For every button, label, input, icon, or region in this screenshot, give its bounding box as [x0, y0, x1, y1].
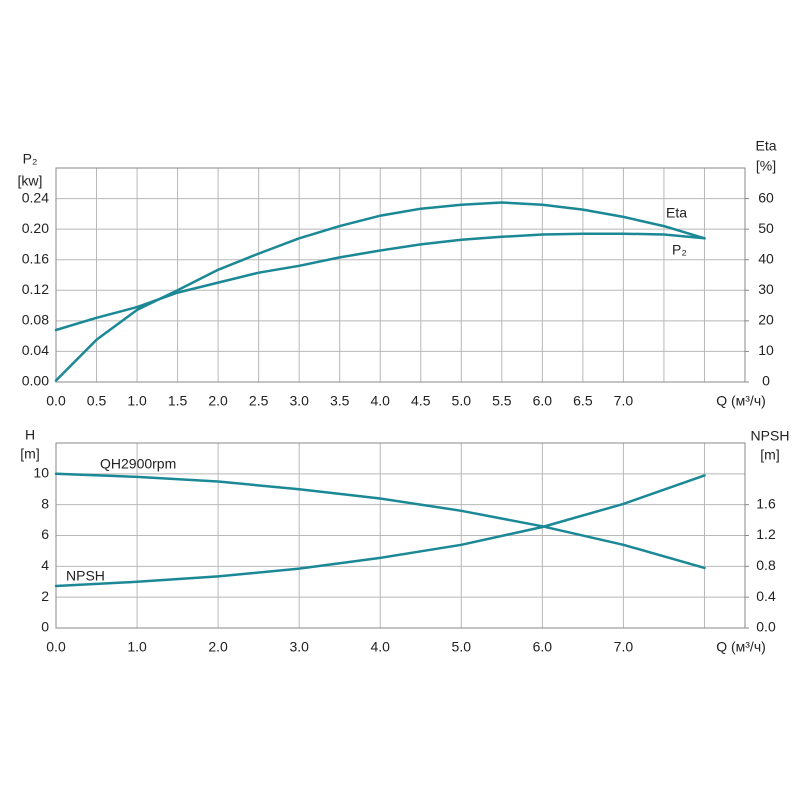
y2-axis-unit: [%]: [756, 158, 776, 174]
y-tick-label: 10: [33, 465, 49, 481]
y2-tick-label: 1.6: [756, 495, 776, 511]
curve: [54, 472, 706, 570]
y-tick-label: 0: [41, 619, 49, 635]
curve-label: Eta: [666, 205, 687, 221]
y-axis-unit: [kw]: [18, 173, 43, 189]
x-axis-label: Q (м³/ч): [716, 393, 766, 409]
y2-tick-label: 0.0: [756, 619, 776, 635]
x-tick-label: 1.0: [127, 393, 147, 409]
y-tick-label: 4: [41, 557, 49, 573]
y-tick-label: 0.08: [22, 312, 49, 328]
y-tick-label: 8: [41, 495, 49, 511]
x-tick-label: 4.5: [411, 393, 431, 409]
y2-tick-label: 0.8: [756, 557, 776, 573]
x-tick-label: 4.0: [371, 639, 391, 655]
y2-tick-label: 10: [758, 342, 774, 358]
x-tick-label: 0.0: [46, 639, 66, 655]
y-tick-label: 0.12: [22, 281, 49, 297]
x-tick-label: 0.5: [87, 393, 107, 409]
y2-tick-label: 0.4: [756, 588, 776, 604]
x-tick-label: 2.5: [249, 393, 269, 409]
x-tick-label: 5.0: [452, 393, 472, 409]
x-tick-label: 3.0: [289, 639, 309, 655]
plot-frame: [55, 442, 746, 629]
x-tick-label: 6.0: [533, 639, 553, 655]
curve-label: QH2900rpm: [100, 456, 176, 472]
y2-tick-label: 40: [758, 250, 774, 266]
x-tick-label: 3.5: [330, 393, 350, 409]
y2-tick-label: 1.2: [756, 526, 776, 542]
x-tick-label: 7.0: [614, 639, 634, 655]
x-tick-label: 7.0: [614, 393, 634, 409]
x-axis-label: Q (м³/ч): [716, 639, 766, 655]
y-tick-label: 0.00: [22, 373, 49, 389]
y2-axis-label: Eta: [755, 138, 776, 154]
curve: [54, 474, 706, 588]
x-tick-label: 0.0: [46, 393, 66, 409]
y2-axis-unit: [m]: [760, 447, 779, 463]
y-tick-label: 0.20: [22, 220, 49, 236]
x-tick-label: 2.0: [208, 639, 228, 655]
y-tick-label: 6: [41, 526, 49, 542]
plot-frame: [55, 167, 746, 383]
y-tick-label: 0.24: [22, 189, 49, 205]
y2-tick-label: 30: [758, 281, 774, 297]
x-tick-label: 5.0: [452, 639, 472, 655]
y-tick-label: 0.16: [22, 250, 49, 266]
x-tick-label: 3.0: [289, 393, 309, 409]
curve: [54, 232, 706, 332]
y2-tick-label: 50: [758, 220, 774, 236]
x-tick-label: 6.0: [533, 393, 553, 409]
y2-tick-label: 60: [758, 189, 774, 205]
curve-label: NPSH: [66, 568, 105, 584]
y2-tick-label: 20: [758, 312, 774, 328]
x-tick-label: 6.5: [573, 393, 593, 409]
x-tick-label: 5.5: [492, 393, 512, 409]
y2-axis-label: NPSH: [751, 428, 790, 444]
y-tick-label: 2: [41, 588, 49, 604]
x-tick-label: 2.0: [208, 393, 228, 409]
x-tick-label: 1.0: [127, 639, 147, 655]
y-axis-label: P₂: [23, 151, 38, 167]
x-tick-label: 4.0: [371, 393, 391, 409]
y-tick-label: 0.04: [22, 342, 49, 358]
y-axis-label: H: [25, 427, 35, 443]
curve-label: P₂: [672, 242, 687, 258]
y2-tick-label: 0: [762, 373, 770, 389]
x-tick-label: 1.5: [168, 393, 188, 409]
y-axis-unit: [m]: [20, 446, 39, 462]
